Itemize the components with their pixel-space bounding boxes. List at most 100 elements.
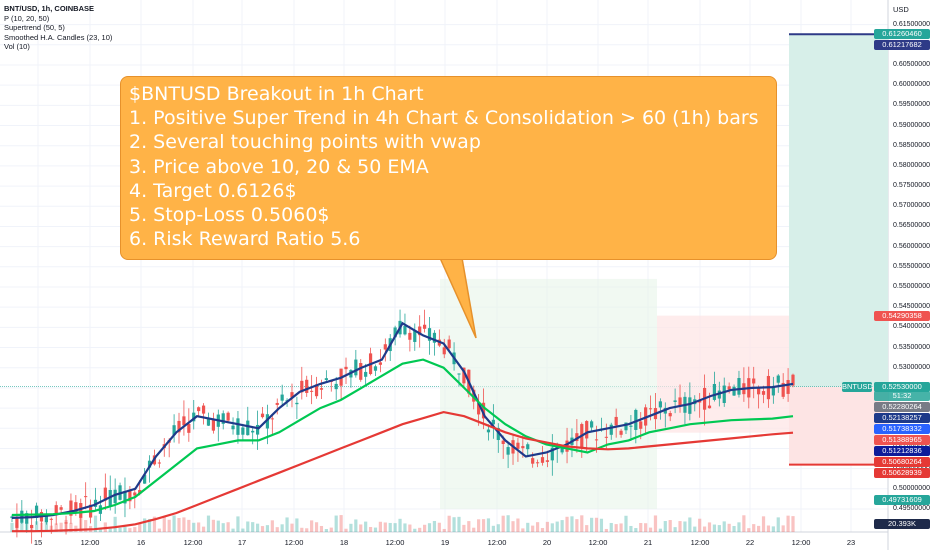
volume-bar [147, 518, 152, 532]
price-badge: 0.50680264 [874, 456, 930, 467]
stop-zone [789, 386, 888, 465]
callout-line-4: 4. Target 0.6126$ [129, 179, 297, 202]
volume-bar [118, 527, 122, 532]
volume-bar [44, 518, 48, 532]
x-tick-label: 12:00 [385, 538, 405, 547]
volume-bar [334, 515, 338, 532]
volume-bar [432, 520, 437, 532]
volume-bar [251, 522, 255, 532]
volume-bar [663, 521, 667, 532]
candle-body [143, 474, 147, 484]
volume-bar [609, 522, 613, 532]
candle-body [550, 447, 554, 461]
volume-bar [580, 515, 584, 532]
analysis-callout[interactable]: $BNTUSD Breakout in 1h Chart 1. Positive… [120, 76, 777, 260]
candle-body [531, 458, 535, 464]
candle-body [418, 326, 422, 336]
volume-bar [472, 527, 476, 532]
legend-line-supertrend[interactable]: Supertrend (50, 5) [4, 23, 65, 32]
candle-body [516, 442, 520, 449]
legend-line-ema[interactable]: P (10, 20, 50) [4, 13, 50, 23]
volume-bar [634, 528, 638, 532]
candle-body [211, 419, 215, 431]
candle-body [594, 439, 599, 441]
x-tick-label: 12:00 [690, 538, 710, 547]
legend-line-volume[interactable]: Vol (10) [4, 42, 30, 51]
y-tick-label: 0.58500000 [893, 141, 930, 149]
volume-bar [187, 519, 191, 532]
candle-body [413, 330, 417, 342]
volume-bar [413, 528, 417, 532]
volume-bar [344, 528, 348, 532]
candle-body [373, 366, 378, 371]
volume-bar [761, 516, 766, 532]
volume-bar [771, 526, 775, 532]
legend-line-ha-candles[interactable]: Smoothed H.A. Candles (23, 10) [4, 32, 113, 42]
candle-body [648, 408, 653, 410]
ema-line-20 [11, 358, 794, 517]
candle-body [614, 416, 618, 426]
volume-bar [84, 520, 88, 532]
candle-body [295, 402, 299, 405]
legend-symbol[interactable]: BNT/USD, 1h, COINBASE [4, 4, 95, 13]
y-tick-label: 0.58000000 [893, 161, 930, 169]
y-tick-label: 0.60000000 [893, 81, 930, 89]
candle-body [771, 387, 775, 396]
y-tick-label: 0.57000000 [893, 202, 930, 210]
volume-bar [143, 518, 147, 532]
volume-bar [786, 515, 790, 532]
x-tick-label: 19 [440, 538, 450, 547]
volume-bar [644, 523, 648, 532]
y-tick-label: 0.61500000 [893, 20, 930, 28]
volume-bar [133, 527, 137, 532]
volume-bar [354, 519, 358, 532]
candle-body [59, 507, 63, 510]
volume-bar [123, 526, 127, 532]
candle-body [698, 400, 702, 403]
volume-bar [69, 522, 73, 532]
volume-bar [550, 523, 554, 532]
x-tick-label: 17 [237, 538, 247, 547]
volume-bar [59, 522, 63, 532]
volume-bar [776, 517, 780, 532]
candle-body [344, 366, 348, 370]
candle-body [585, 421, 589, 439]
volume-bar [359, 524, 363, 532]
volume-bar [167, 519, 171, 532]
candle-body [364, 371, 368, 377]
candle-body [408, 332, 412, 340]
candle-body [590, 421, 594, 428]
volume-bar [481, 519, 486, 532]
x-tick-label: 12:00 [80, 538, 100, 547]
candle-body [545, 460, 550, 462]
candle-body [206, 417, 211, 426]
volume-bar [20, 522, 24, 532]
y-tick-label: 0.60500000 [893, 60, 930, 68]
volume-bar [639, 522, 643, 532]
candle-body [305, 379, 309, 393]
callout-line-3: 3. Price above 10, 20 & 50 EMA [129, 155, 429, 178]
candle-body [423, 324, 427, 329]
callout-line-5: 5. Stop-Loss 0.5060$ [129, 204, 330, 227]
candle-body [481, 402, 486, 419]
candle-body [761, 391, 766, 395]
price-badge: 0.51212836 [874, 445, 930, 456]
y-tick-label: 0.59500000 [893, 101, 930, 109]
candle-body [491, 419, 495, 425]
candle-body [275, 402, 279, 405]
volume-bar [702, 526, 707, 532]
price-badge: 20.393K [874, 519, 930, 529]
candle-body [442, 347, 446, 355]
callout-title: $BNTUSD Breakout in 1h Chart [129, 83, 424, 105]
volume-bar [742, 515, 746, 532]
volume-bar [260, 526, 265, 532]
currency-label: USD [893, 5, 909, 14]
volume-bar [54, 523, 58, 532]
volume-bar [64, 519, 68, 532]
indicator-legend: BNT/USD, 1h, COINBASE P (10, 20, 50) Sup… [4, 4, 112, 52]
y-tick-label: 0.49500000 [893, 504, 930, 512]
candle-body [447, 339, 451, 349]
candle-body [639, 421, 643, 429]
y-tick-label: 0.57500000 [893, 182, 930, 190]
volume-bar [540, 528, 545, 532]
